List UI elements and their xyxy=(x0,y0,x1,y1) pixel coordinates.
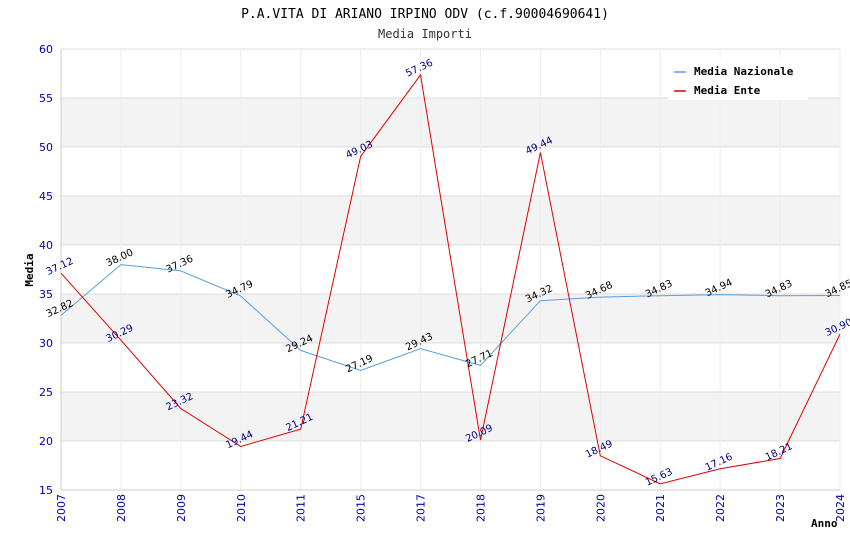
y-tick-label: 30 xyxy=(39,337,53,350)
y-tick-label: 60 xyxy=(39,43,53,56)
chart-subtitle: Media Importi xyxy=(378,27,472,41)
x-tick-label: 2022 xyxy=(714,494,727,522)
y-tick-label: 50 xyxy=(39,141,53,154)
x-tick-label: 2020 xyxy=(594,494,607,522)
x-tick-label: 2019 xyxy=(534,494,547,522)
x-tick-label: 2010 xyxy=(235,494,248,522)
plot-band xyxy=(61,294,840,343)
series-line-nazionale xyxy=(60,264,841,372)
plot-band xyxy=(61,196,840,245)
y-axis-ticks: 15 20 25 30 35 40 45 50 55 60 xyxy=(39,43,53,497)
y-tick-label: 35 xyxy=(39,288,53,301)
x-tick-label: 2018 xyxy=(474,494,487,522)
legend-box xyxy=(668,58,808,100)
series-lines xyxy=(60,73,841,485)
y-tick-label: 40 xyxy=(39,239,53,252)
x-tick-label: 2011 xyxy=(295,494,308,522)
gridlines xyxy=(60,48,841,491)
x-tick-label: 2008 xyxy=(115,494,128,522)
y-tick-label: 25 xyxy=(39,386,53,399)
legend-label-ente: Media Ente xyxy=(694,84,761,97)
x-tick-label: 2024 xyxy=(834,494,847,522)
y-tick-label: 55 xyxy=(39,92,53,105)
x-tick-label: 2023 xyxy=(774,494,787,522)
plot-band xyxy=(61,98,840,147)
y-axis-title: Media xyxy=(23,253,36,286)
x-tick-label: 2015 xyxy=(355,494,368,522)
x-axis-ticks: 2007 2008 2009 2010 2011 2015 2017 2018 2019 2020… xyxy=(55,494,847,522)
series-line-ente xyxy=(60,73,841,485)
x-tick-label: 2009 xyxy=(175,494,188,522)
chart-title: P.A.VITA DI ARIANO IRPINO ODV (c.f.90004… xyxy=(241,7,609,22)
legend-label-nazionale: Media Nazionale xyxy=(694,65,794,78)
y-tick-label: 45 xyxy=(39,190,53,203)
x-tick-label: 2021 xyxy=(654,494,667,522)
plot-background-bands xyxy=(61,49,840,490)
plot-band xyxy=(61,392,840,441)
y-tick-label: 15 xyxy=(39,484,53,497)
legend: Media Nazionale Media Ente xyxy=(668,58,808,100)
y-tick-label: 20 xyxy=(39,435,53,448)
x-tick-label: 2007 xyxy=(55,494,68,522)
x-axis-title: Anno xyxy=(811,517,838,530)
x-tick-label: 2017 xyxy=(415,494,428,522)
